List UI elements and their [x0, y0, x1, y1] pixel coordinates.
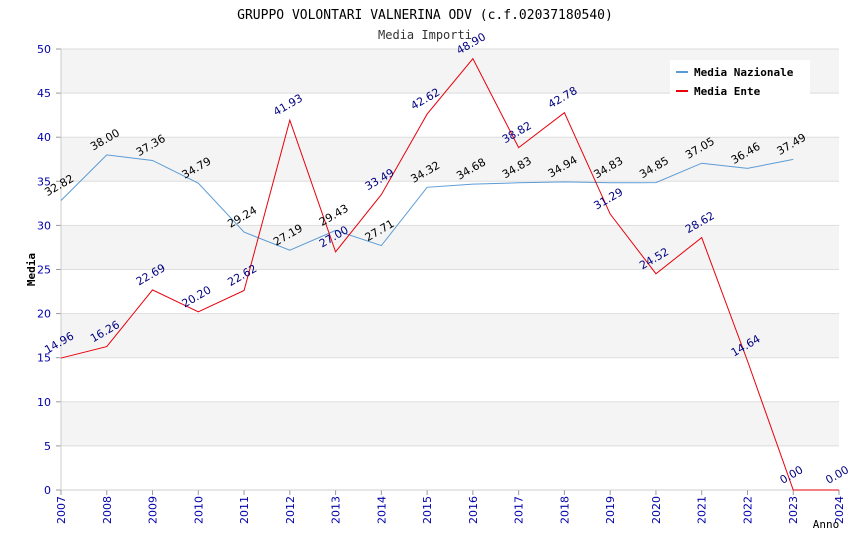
x-tick-label: 2007 — [55, 496, 68, 524]
x-axis-title: Anno — [813, 518, 840, 531]
series-line-media-nazionale — [60, 154, 794, 251]
x-tick-label: 2022 — [741, 496, 754, 524]
x-tick-label: 2018 — [558, 496, 571, 524]
grid-band — [61, 225, 839, 270]
x-tick-label: 2012 — [284, 496, 297, 524]
y-tick-label: 35 — [37, 175, 51, 188]
x-axis-ticks: 2007 2008 2009 2010 2011 2012 2013 2014 2015 2016… — [55, 490, 846, 524]
legend: Media Nazionale Media Ente — [670, 60, 810, 100]
legend-label: Media Nazionale — [694, 66, 794, 79]
y-tick-label: 50 — [37, 43, 51, 56]
legend-box — [670, 60, 810, 100]
y-tick-label: 5 — [44, 440, 51, 453]
chart-title: GRUPPO VOLONTARI VALNERINA ODV (c.f.0203… — [237, 8, 613, 23]
x-tick-label: 2016 — [467, 496, 480, 524]
grid-band — [61, 357, 839, 402]
y-axis-title: Media — [25, 253, 38, 286]
grid-band — [61, 445, 839, 490]
y-tick-label: 30 — [37, 219, 51, 232]
grid-band — [61, 401, 839, 446]
grid-band — [61, 137, 839, 182]
y-tick-label: 40 — [37, 131, 51, 144]
grid-band — [61, 313, 839, 358]
x-tick-label: 2011 — [238, 496, 251, 524]
y-tick-label: 0 — [44, 484, 51, 497]
x-tick-label: 2020 — [650, 496, 663, 524]
x-tick-label: 2023 — [787, 496, 800, 524]
x-tick-label: 2009 — [147, 496, 160, 524]
chart-subtitle: Media Importi — [378, 28, 472, 42]
x-tick-label: 2008 — [101, 496, 114, 524]
grid-band — [61, 93, 839, 138]
series-layer — [60, 57, 839, 491]
x-tick-label: 2019 — [604, 496, 617, 524]
legend-label: Media Ente — [694, 85, 761, 98]
x-tick-label: 2014 — [375, 496, 388, 524]
y-tick-label: 20 — [37, 308, 51, 321]
grid-band — [61, 181, 839, 226]
y-axis-ticks: 0 5 10 15 20 25 30 35 40 45 50 — [37, 43, 61, 497]
x-tick-label: 2010 — [192, 496, 205, 524]
y-tick-label: 45 — [37, 87, 51, 100]
series-line-media-ente — [60, 57, 839, 491]
grid-band — [61, 269, 839, 314]
y-tick-label: 25 — [37, 264, 51, 277]
x-tick-label: 2013 — [330, 496, 343, 524]
x-tick-label: 2024 — [833, 496, 846, 524]
x-tick-label: 2015 — [421, 496, 434, 524]
y-tick-label: 15 — [37, 352, 51, 365]
y-tick-label: 10 — [37, 396, 51, 409]
x-tick-label: 2021 — [696, 496, 709, 524]
x-tick-label: 2017 — [513, 496, 526, 524]
